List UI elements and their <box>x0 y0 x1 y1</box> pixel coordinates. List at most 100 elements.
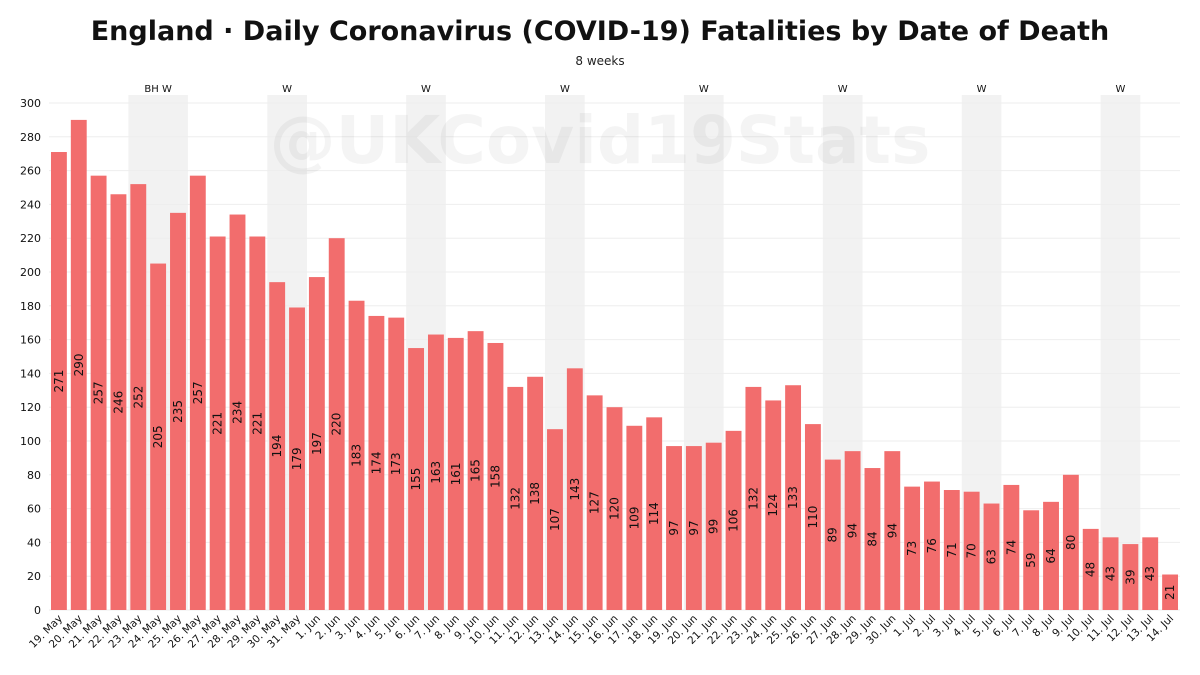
bar <box>904 486 921 610</box>
bar-value-label: 120 <box>608 497 622 520</box>
bar-value-label: 64 <box>1044 548 1058 563</box>
y-tick-label: 140 <box>20 367 41 380</box>
bar <box>209 236 226 610</box>
bar-value-label: 94 <box>885 523 899 538</box>
bar-value-label: 114 <box>647 502 661 525</box>
bar-value-label: 94 <box>846 523 860 538</box>
bar-value-label: 194 <box>270 435 284 458</box>
bar-value-label: 39 <box>1123 569 1137 584</box>
y-tick-label: 200 <box>20 266 41 279</box>
bar-value-label: 246 <box>111 391 125 414</box>
bar <box>348 300 365 610</box>
bar-value-label: 173 <box>389 452 403 475</box>
bar <box>765 400 782 610</box>
bar-value-label: 257 <box>92 381 106 404</box>
bar-value-label: 73 <box>905 541 919 556</box>
bar <box>487 342 504 610</box>
y-tick-label: 120 <box>20 401 41 414</box>
bar <box>1023 510 1040 610</box>
bar <box>308 277 325 610</box>
bar <box>1162 574 1179 610</box>
bar <box>943 490 960 610</box>
bar <box>388 317 405 610</box>
bar-value-label: 124 <box>766 494 780 517</box>
weekend-band-label: W <box>977 84 987 95</box>
chart-subtitle: 8 weeks <box>575 54 625 68</box>
bar <box>249 236 266 610</box>
bar-value-label: 84 <box>865 531 879 546</box>
y-tick-label: 100 <box>20 435 41 448</box>
bar <box>110 194 127 610</box>
bar <box>586 395 603 610</box>
bar-value-label: 80 <box>1064 535 1078 550</box>
bar-value-label: 110 <box>806 506 820 529</box>
bars: 271 290 257 246 252 205 235 257 221 234 221 194 179 1… <box>50 119 1179 611</box>
bar-value-label: 132 <box>508 487 522 510</box>
bar-value-label: 183 <box>350 444 364 467</box>
bar <box>1122 544 1139 610</box>
weekend-band-label: W <box>421 84 431 95</box>
bar-value-label: 97 <box>667 520 681 535</box>
bar <box>725 430 742 610</box>
bar-value-label: 107 <box>548 508 562 531</box>
bar-value-label: 97 <box>687 520 701 535</box>
bar-value-label: 43 <box>1143 566 1157 581</box>
bar-value-label: 235 <box>171 400 185 423</box>
bar-value-label: 205 <box>151 425 165 448</box>
bar <box>150 263 167 610</box>
bar <box>189 175 206 611</box>
bar <box>328 238 345 610</box>
bar <box>785 385 802 610</box>
bar-value-label: 109 <box>627 506 641 529</box>
bar <box>1102 537 1119 610</box>
bar-value-label: 220 <box>330 413 344 436</box>
bar <box>705 442 722 610</box>
y-tick-label: 180 <box>20 300 41 313</box>
x-tick-label: 4. Jul <box>951 613 978 640</box>
bar <box>447 337 464 610</box>
bar <box>1142 537 1159 610</box>
y-tick-label: 240 <box>20 198 41 211</box>
bar-value-label: 106 <box>727 509 741 532</box>
bar <box>804 424 821 610</box>
weekend-band-label: W <box>699 84 709 95</box>
bar <box>427 334 444 610</box>
weekend-band-label: W <box>282 84 292 95</box>
bar-value-label: 127 <box>588 491 602 514</box>
y-tick-label: 300 <box>20 97 41 110</box>
bar <box>924 481 940 610</box>
bar-value-label: 179 <box>290 447 304 470</box>
bar <box>130 184 147 610</box>
bar-value-label: 221 <box>250 412 264 435</box>
bar-value-label: 252 <box>131 386 145 409</box>
bar-value-label: 71 <box>945 542 959 557</box>
bar-value-label: 143 <box>568 478 582 501</box>
bar <box>1062 474 1079 610</box>
bar-value-label: 158 <box>488 465 502 488</box>
bar <box>70 119 87 611</box>
bar-value-label: 138 <box>528 482 542 505</box>
bar <box>467 331 484 610</box>
bar-value-label: 155 <box>409 468 423 491</box>
bar <box>566 368 583 610</box>
x-tick-label: 3. Jul <box>931 613 958 640</box>
bar <box>606 407 623 610</box>
bar-value-label: 163 <box>429 461 443 484</box>
bar <box>1003 484 1020 610</box>
x-tick-label: 5. Jul <box>971 613 998 640</box>
bar-value-label: 165 <box>469 459 483 482</box>
bar-value-label: 290 <box>72 353 86 376</box>
bar <box>685 446 702 610</box>
bar <box>1043 501 1059 610</box>
y-axis: 0 20 40 60 80 100 120 140 160 180 200 220 240 260 280 3… <box>20 97 41 617</box>
y-tick-label: 160 <box>20 334 41 347</box>
y-tick-label: 220 <box>20 232 41 245</box>
bar <box>646 417 663 610</box>
bar-value-label: 257 <box>191 381 205 404</box>
bar <box>547 429 563 610</box>
weekend-band <box>1100 95 1141 610</box>
bar-value-label: 221 <box>211 412 225 435</box>
bar <box>963 491 980 610</box>
